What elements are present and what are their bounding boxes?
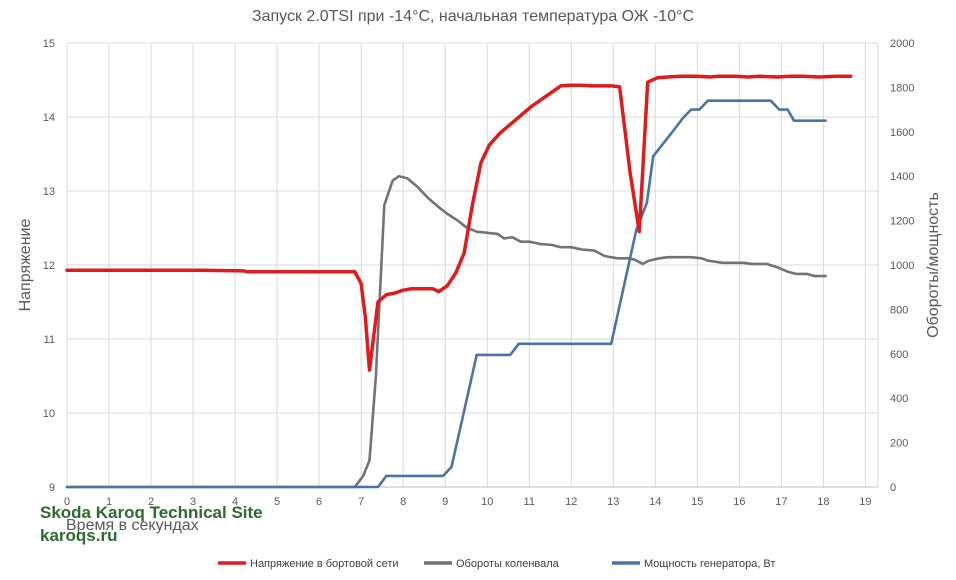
legend-label: Напряжение в бортовой сети	[250, 558, 399, 570]
y-right-tick-label: 1400	[890, 171, 914, 183]
x-tick-label: 9	[442, 496, 448, 508]
x-tick-label: 15	[691, 496, 703, 508]
y-right-tick-label: 400	[890, 393, 908, 405]
x-tick-label: 6	[316, 496, 322, 508]
y-left-tick-label: 12	[43, 260, 55, 272]
x-tick-label: 12	[565, 496, 577, 508]
x-tick-label: 8	[400, 496, 406, 508]
y-right-tick-label: 1600	[890, 127, 914, 139]
y-left-tick-label: 15	[43, 38, 55, 50]
y-left-tick-label: 14	[43, 112, 55, 124]
x-tick-label: 19	[859, 496, 871, 508]
watermark-url: karoqs.ru	[40, 526, 118, 545]
y-left-tick-label: 10	[43, 408, 55, 420]
y-right-tick-label: 800	[890, 304, 908, 316]
legend-label: Обороты коленвала	[456, 558, 560, 570]
series-line	[65, 99, 827, 489]
y-right-tick-label: 1000	[890, 260, 914, 272]
x-tick-label: 4	[232, 496, 238, 508]
series-lines	[65, 74, 853, 489]
watermark-title: Skoda Karoq Technical Site	[40, 503, 263, 522]
tick-labels: 0 1 2 3 4 5 6 7 8 9 10 11 12 13 14 15 16 17 18 199101112131…	[43, 38, 915, 508]
grid	[66, 42, 879, 488]
y-right-tick-label: 2000	[890, 38, 914, 50]
x-axis-title: Время в секундах	[66, 517, 199, 534]
y-right-tick-label: 1200	[890, 216, 914, 228]
x-tick-label: 1	[106, 496, 112, 508]
y-right-tick-label: 0	[890, 482, 896, 494]
y-right-tick-label: 600	[890, 349, 908, 361]
x-tick-label: 13	[607, 496, 619, 508]
x-tick-label: 16	[733, 496, 745, 508]
x-tick-label: 3	[190, 496, 196, 508]
y-right-tick-label: 1800	[890, 82, 914, 94]
x-tick-label: 17	[775, 496, 787, 508]
y-axis-left-title: Напряжение	[17, 219, 34, 312]
x-tick-label: 11	[524, 496, 535, 508]
x-tick-label: 10	[481, 496, 493, 508]
x-tick-label: 2	[148, 496, 154, 508]
x-tick-label: 14	[649, 496, 661, 508]
x-tick-label: 18	[817, 496, 829, 508]
legend-label: Мощность генератора, Вт	[644, 558, 775, 570]
y-right-tick-label: 200	[890, 438, 908, 450]
x-tick-label: 7	[358, 496, 364, 508]
chart-title: Запуск 2.0TSI при -14°C, начальная темпе…	[252, 8, 694, 25]
x-tick-label: 0	[64, 496, 70, 508]
series-line	[65, 174, 827, 489]
y-left-tick-label: 9	[49, 482, 55, 494]
y-left-tick-label: 13	[43, 186, 55, 198]
y-left-tick-label: 11	[44, 334, 55, 346]
legend: Напряжение в бортовой сети Обороты коленв…	[218, 558, 775, 570]
series-line	[65, 74, 853, 372]
x-tick-label: 5	[274, 496, 280, 508]
y-axis-right-title: Обороты/мощность	[925, 192, 942, 338]
